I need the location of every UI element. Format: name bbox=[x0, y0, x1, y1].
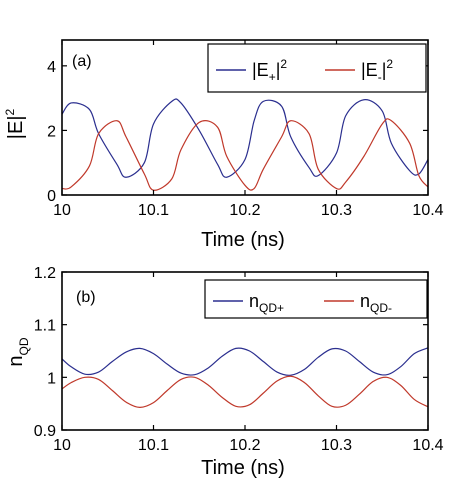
panel-b-legend-box bbox=[204, 279, 428, 319]
panel-a-ylabel-base: |E| bbox=[5, 115, 27, 139]
panel-a-legend-box bbox=[207, 43, 427, 93]
panel-b-xtick-label: 10.2 bbox=[229, 437, 260, 454]
panel-b-xtick-label: 10 bbox=[53, 437, 71, 454]
panel-b-legend-label-plus: nQD+ bbox=[249, 291, 284, 315]
panel-b-label: (b) bbox=[76, 289, 96, 306]
panel-a-legend-label-minus: |E-|2 bbox=[361, 57, 393, 84]
panel-a-xtick-label: 10.2 bbox=[229, 202, 260, 219]
panel-a-xtick-label: 10.4 bbox=[412, 202, 443, 219]
panel-b-ytick-label: 1.2 bbox=[34, 265, 56, 282]
panel-a-series-plus-line bbox=[62, 98, 428, 178]
panel-a-xtick-label: 10.1 bbox=[138, 202, 169, 219]
panel-b-ytick-label: 1.1 bbox=[34, 318, 56, 335]
panel-b-xtick-label: 10.1 bbox=[138, 437, 169, 454]
panel-a-xlabel: Time (ns) bbox=[201, 229, 285, 251]
panel-b-ytick-label: 0.9 bbox=[34, 423, 56, 440]
panel-b-xtick-label: 10.4 bbox=[412, 437, 443, 454]
panel-b-legend-label-minus: nQD- bbox=[360, 291, 392, 315]
panel-a-series-minus-line bbox=[62, 118, 428, 191]
panel-b-series-minus-line bbox=[62, 375, 428, 408]
panel-a-ytick-label: 2 bbox=[47, 123, 56, 140]
panel-b-series-plus-line bbox=[62, 347, 428, 376]
panel-b-xtick-label: 10.3 bbox=[321, 437, 352, 454]
panel-b: (b) Time (ns) nQD 10 10.1 10.2 10.3 10.4 0.9 1… bbox=[5, 265, 444, 479]
panel-a-xtick-label: 10.3 bbox=[321, 202, 352, 219]
panel-a-label: (a) bbox=[72, 53, 92, 70]
panel-b-ylabel-sub: QD bbox=[17, 337, 31, 355]
panel-b-ylabel-base: n bbox=[5, 355, 27, 366]
panel-b-ylabel: nQD bbox=[5, 337, 31, 366]
panel-b-ytick-label: 1 bbox=[47, 370, 56, 387]
panel-a-ylabel: |E|2 bbox=[3, 108, 27, 139]
panel-a-legend-label-plus: |E+|2 bbox=[252, 57, 287, 84]
panel-a-ylabel-sup: 2 bbox=[3, 108, 17, 115]
panel-a: (a) Time (ns) |E|2 10 10.1 10.2 10.3 10.4024… bbox=[3, 39, 444, 251]
panel-b-xlabel: Time (ns) bbox=[201, 457, 285, 479]
panel-a-ytick-label: 4 bbox=[47, 59, 56, 76]
panel-a-ytick-label: 0 bbox=[47, 188, 56, 205]
panel-a-xtick-label: 10 bbox=[53, 202, 71, 219]
